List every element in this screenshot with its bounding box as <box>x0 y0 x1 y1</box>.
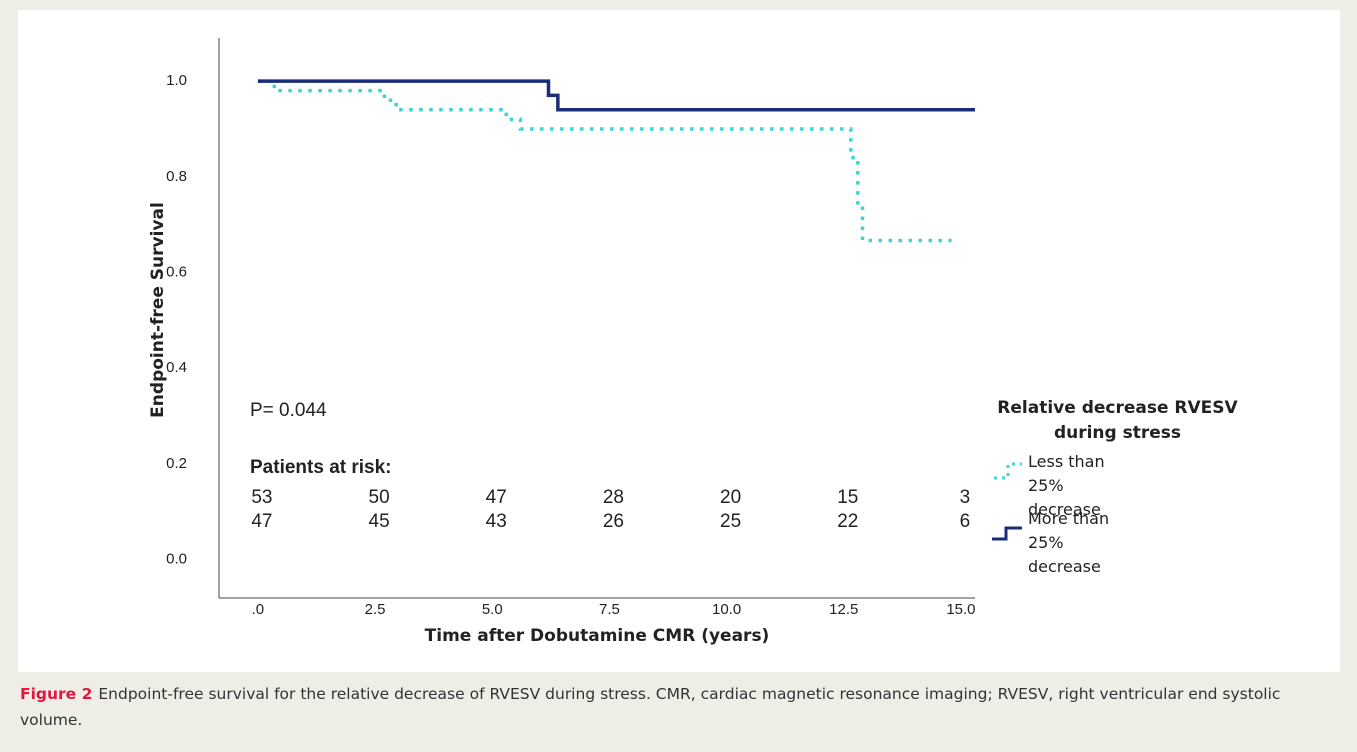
legend-swatch <box>992 526 1022 541</box>
caption-text: Endpoint-free survival for the relative … <box>20 685 1281 729</box>
legend-label: Less than 25% decrease <box>1028 452 1105 519</box>
legend-title: Relative decrease RVESV during stress <box>997 398 1238 443</box>
y-tick-label: 0.4 <box>166 359 187 376</box>
risk-count: 45 <box>369 511 390 532</box>
legend-label: More than 25% decrease <box>1028 509 1110 576</box>
x-tick-label: 12.5 <box>829 601 858 618</box>
risk-count: 22 <box>837 511 858 532</box>
risk-title: Patients at risk: <box>250 457 392 478</box>
x-tick-label: .0 <box>252 601 265 618</box>
risk-count: 53 <box>251 487 272 508</box>
caption-label: Figure 2 <box>20 685 93 703</box>
risk-count: 20 <box>720 487 741 508</box>
caption: Figure 2 Endpoint-free survival for the r… <box>20 681 1340 733</box>
legend-swatch <box>994 462 1022 480</box>
y-tick-label: 0.6 <box>166 263 187 280</box>
y-tick-label: 1.0 <box>166 72 187 89</box>
p-value: P= 0.044 <box>250 400 327 421</box>
risk-count: 6 <box>960 511 971 532</box>
risk-count: 47 <box>486 487 507 508</box>
y-axis-title: Endpoint-free Survival <box>148 202 168 418</box>
risk-count: 47 <box>251 511 272 532</box>
risk-count: 15 <box>837 487 858 508</box>
y-tick-label: 0.2 <box>166 455 187 472</box>
risk-count: 28 <box>603 487 624 508</box>
risk-count: 50 <box>369 487 390 508</box>
risk-count: 43 <box>486 511 507 532</box>
x-tick-label: 7.5 <box>599 601 620 618</box>
y-tick-label: 0.8 <box>166 168 187 185</box>
x-tick-label: 5.0 <box>482 601 503 618</box>
x-axis-title: Time after Dobutamine CMR (years) <box>425 626 770 646</box>
risk-count: 3 <box>960 487 971 508</box>
x-tick-label: 15.0 <box>946 601 975 618</box>
risk-count: 26 <box>603 511 624 532</box>
y-tick-label: 0.0 <box>166 551 187 568</box>
x-tick-label: 10.0 <box>712 601 741 618</box>
chart-panel <box>18 10 1340 672</box>
x-tick-label: 2.5 <box>365 601 386 618</box>
risk-count: 25 <box>720 511 741 532</box>
survival-line <box>257 79 975 112</box>
